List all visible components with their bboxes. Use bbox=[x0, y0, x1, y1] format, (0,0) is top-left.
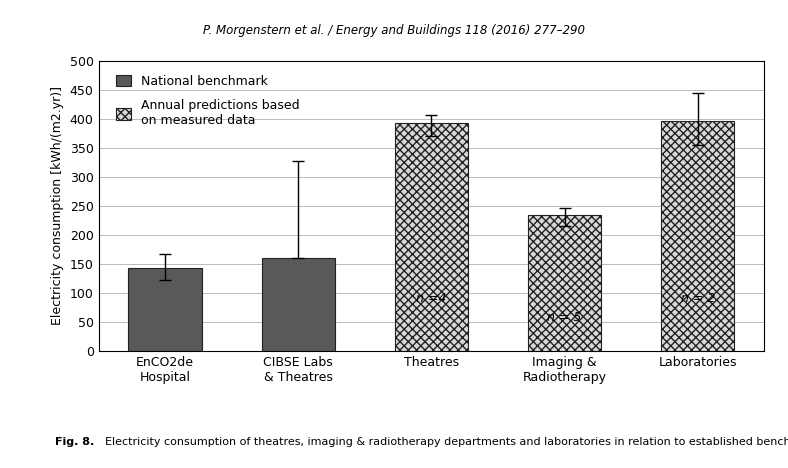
Text: n = 5: n = 5 bbox=[548, 311, 582, 324]
Bar bbox=[661, 121, 734, 351]
Bar bbox=[128, 268, 202, 351]
Bar bbox=[262, 258, 335, 351]
Bar bbox=[395, 123, 468, 351]
Text: Fig. 8.: Fig. 8. bbox=[55, 437, 95, 447]
Legend: National benchmark, Annual predictions based
on measured data: National benchmark, Annual predictions b… bbox=[111, 70, 305, 132]
Text: P. Morgenstern et al. / Energy and Buildings 118 (2016) 277–290: P. Morgenstern et al. / Energy and Build… bbox=[203, 24, 585, 37]
Text: n = 2: n = 2 bbox=[681, 292, 715, 305]
Bar bbox=[528, 215, 601, 351]
Y-axis label: Electricity consumption [kWh/(m2.yr)]: Electricity consumption [kWh/(m2.yr)] bbox=[51, 87, 64, 325]
Text: Electricity consumption of theatres, imaging & radiotherapy departments and labo: Electricity consumption of theatres, ima… bbox=[98, 437, 788, 447]
Text: n =4: n =4 bbox=[416, 292, 447, 306]
